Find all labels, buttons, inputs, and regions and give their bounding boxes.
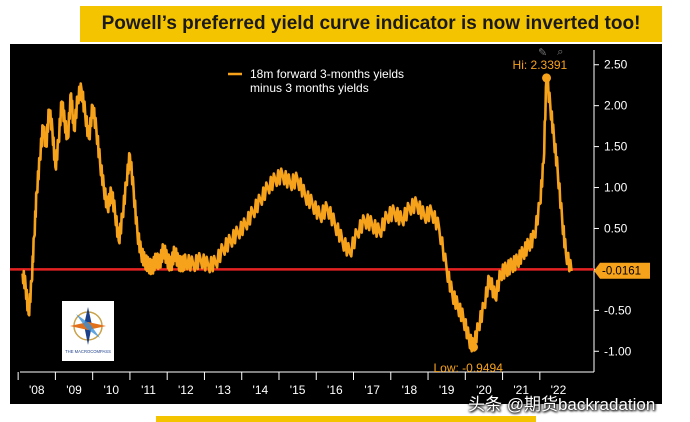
compass-logo-icon: THE MACROCOMPASS: [62, 301, 114, 361]
chart-title: Powell’s preferred yield curve indicator…: [101, 13, 641, 34]
low-label: Low: -0.9494: [434, 361, 504, 375]
y-tick-label: -0.50: [604, 303, 632, 317]
bottom-accent-bar: [156, 416, 536, 422]
x-tick-label: '14: [253, 383, 269, 397]
watermark: 头条 @期货backradation: [468, 395, 656, 414]
y-tick-label: 2.50: [604, 58, 628, 72]
x-tick-label: '20: [476, 383, 492, 397]
x-tick-label: '10: [103, 383, 119, 397]
y-tick-label: 1.00: [604, 181, 628, 195]
title-banner: Powell’s preferred yield curve indicator…: [80, 6, 662, 42]
x-tick-label: '19: [439, 383, 455, 397]
low-marker: [469, 342, 479, 352]
edit-icon[interactable]: ✎: [538, 47, 548, 59]
x-tick-label: '21: [513, 383, 529, 397]
y-tick-label: 0.50: [604, 221, 628, 235]
x-tick-label: '22: [551, 383, 567, 397]
hi-marker: [542, 73, 552, 83]
legend-label-line2: minus 3 months yields: [250, 81, 369, 95]
last-value-label: -0.0161: [602, 266, 641, 278]
chart-toolbar: ✎ ⌕: [538, 46, 628, 59]
zoom-icon[interactable]: ⌕: [557, 46, 564, 58]
series-line: [21, 76, 573, 353]
x-tick-label: '08: [29, 383, 45, 397]
x-tick-label: '16: [327, 383, 343, 397]
x-tick-label: '11: [141, 383, 156, 397]
x-tick-label: '13: [215, 383, 231, 397]
x-tick-label: '17: [364, 383, 380, 397]
last-value-tag: [594, 262, 650, 279]
macrocompass-logo: THE MACROCOMPASS: [62, 301, 114, 361]
x-tick-label: '12: [178, 383, 194, 397]
line-chart: 2.502.001.501.000.500.00-0.50-1.00'08'09…: [10, 50, 650, 397]
x-tick-label: '09: [66, 383, 82, 397]
svg-text:THE MACROCOMPASS: THE MACROCOMPASS: [65, 349, 111, 354]
y-tick-label: -1.00: [604, 344, 632, 358]
legend-label-line1: 18m forward 3-months yields: [250, 67, 404, 81]
chart-panel: 2.502.001.501.000.500.00-0.50-1.00'08'09…: [10, 44, 662, 404]
x-tick-label: '18: [402, 383, 418, 397]
y-tick-label: 2.00: [604, 99, 628, 113]
y-tick-label: 1.50: [604, 140, 628, 154]
x-tick-label: '15: [290, 383, 306, 397]
hi-label: Hi: 2.3391: [513, 58, 568, 72]
